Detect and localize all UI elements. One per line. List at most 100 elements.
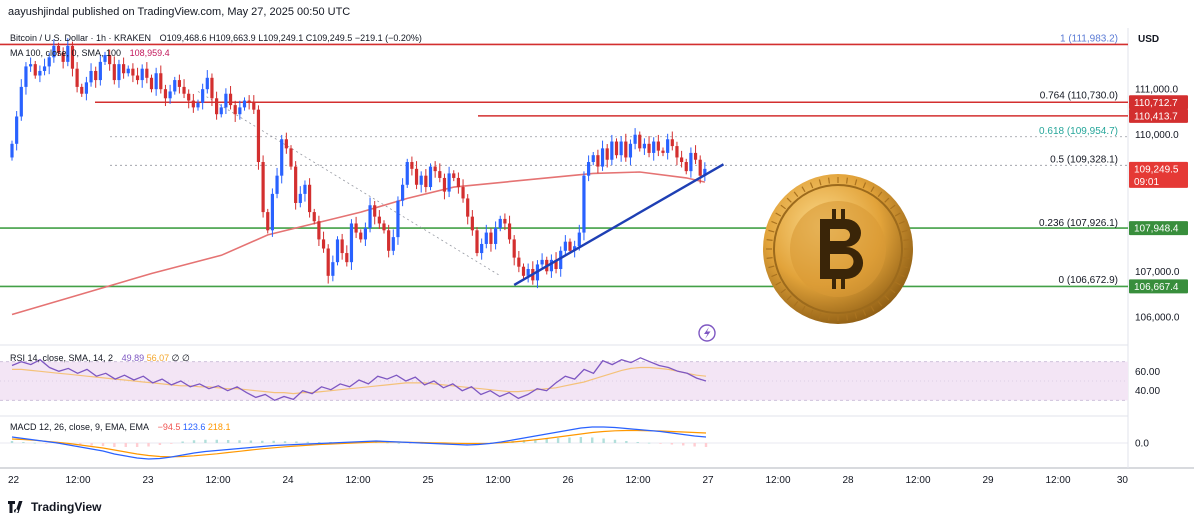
macd-histogram-bar: [261, 440, 264, 443]
candle-body: [335, 239, 340, 263]
price-tag: [1129, 279, 1188, 294]
flash-icon[interactable]: [698, 324, 716, 342]
candle-body: [559, 250, 563, 269]
candle-body: [498, 218, 502, 229]
coin-tick: [898, 220, 905, 225]
coin-tick: [889, 288, 896, 294]
candle-body: [145, 68, 149, 78]
coin-tick: [889, 204, 896, 210]
candle-body: [256, 109, 261, 163]
macd-histogram-bar: [568, 437, 571, 443]
macd-legend[interactable]: MACD 12, 26, close, 9, EMA, EMA −94.5 12…: [10, 423, 230, 432]
candle-body: [340, 239, 344, 254]
candle-body: [103, 55, 107, 62]
candle-body: [168, 91, 172, 99]
candle-body: [24, 66, 28, 87]
coin-tick: [775, 212, 782, 217]
candle-body: [684, 162, 688, 172]
candle-body: [210, 77, 214, 99]
candle-body: [428, 166, 433, 188]
macd-histogram-bar: [44, 443, 48, 444]
time-tick-label: 28: [842, 475, 854, 486]
coin-tick: [771, 220, 778, 225]
candle-body: [517, 257, 521, 267]
candle-body: [149, 77, 154, 90]
macd-histogram-bar: [101, 443, 105, 446]
macd-histogram-bar: [113, 443, 116, 447]
price-tag: [1129, 108, 1188, 123]
macd-histogram-bar: [579, 437, 583, 443]
price-tag-label: 106,667.4: [1134, 282, 1179, 293]
candle-body: [605, 148, 609, 160]
rsi-label: RSI 14, close, SMA, 14, 2: [10, 353, 114, 363]
candle-body: [215, 98, 219, 115]
candle-body: [98, 61, 102, 81]
candle-body: [391, 237, 395, 251]
macd-histogram-bar: [215, 439, 218, 443]
coin-tick: [854, 179, 858, 186]
time-tick-label: 25: [422, 475, 434, 486]
rsi-legend[interactable]: RSI 14, close, SMA, 14, 2 49.89 56.07 ∅ …: [10, 354, 190, 363]
candle-body: [56, 45, 61, 53]
candle-body: [182, 86, 186, 94]
price-tag-label: 110,712.7: [1134, 98, 1178, 109]
candle-body: [503, 218, 507, 224]
coin-inner-ring: [773, 184, 903, 314]
time-tick-label: 12:00: [205, 475, 230, 486]
coin-tick: [862, 309, 867, 316]
candle-body: [117, 64, 121, 81]
price-tag-label: 110,413.7: [1134, 111, 1178, 122]
macd-histogram-bar: [386, 442, 389, 444]
macd-histogram-bar: [636, 442, 639, 443]
moving-average-line: [11, 171, 706, 316]
macd-histogram-bar: [204, 439, 207, 443]
macd-histogram-bar: [22, 442, 25, 443]
time-tick-label: 24: [282, 475, 294, 486]
tradingview-brand[interactable]: TradingView: [8, 501, 101, 513]
candle-body: [638, 134, 642, 149]
time-axis[interactable]: 22 12:00 23 12:00 24 12:00 25 12:00 26 12:00 27 12:…: [8, 475, 1128, 486]
bullish-trendline: [513, 163, 725, 286]
symbol-title[interactable]: Bitcoin / U.S. Dollar · 1h · KRAKEN: [10, 33, 152, 43]
macd-histogram-bar: [283, 441, 287, 443]
price-axis[interactable]: 111,000.0 110,000.0 107,000.0 106,000.0 110,…: [1129, 85, 1188, 324]
candle-body: [540, 259, 544, 265]
macd-histogram-bar: [181, 441, 184, 443]
candle-body: [359, 232, 363, 240]
ohlc-change: −219.1 (−0.20%): [354, 33, 422, 43]
candle-body: [326, 248, 330, 276]
candle-body: [15, 116, 19, 144]
candle-body: [410, 162, 414, 169]
candle-body: [75, 68, 79, 87]
candle-body: [61, 52, 65, 62]
coin-tick: [828, 314, 830, 321]
time-tick-label: 23: [142, 475, 154, 486]
candle-body: [619, 141, 623, 156]
candle-body: [131, 68, 135, 76]
price-tick-label: 111,000.0: [1135, 85, 1178, 96]
coin-tick: [846, 314, 848, 321]
fib-label: 0 (106,672.9): [1059, 275, 1119, 286]
candle-body: [321, 239, 326, 249]
currency-label[interactable]: USD: [1138, 34, 1160, 45]
time-tick-label: 12:00: [345, 475, 370, 486]
candle-body: [10, 143, 14, 158]
candle-body: [414, 168, 419, 185]
fib-label: 0.5 (109,328.1): [1050, 154, 1118, 165]
macd-histogram-bar: [226, 440, 230, 443]
macd-tick-label: 0.0: [1135, 439, 1149, 450]
bitcoin-symbol: [820, 219, 864, 279]
macd-histogram-bar: [408, 443, 412, 444]
macd-histogram-bar: [33, 442, 36, 444]
candle-body: [354, 223, 358, 233]
candle-body: [573, 246, 577, 251]
macd-histogram-bar: [147, 443, 150, 447]
rsi-tick-label: 40.00: [1135, 386, 1160, 397]
candle-body: [614, 141, 619, 156]
ma-legend[interactable]: MA 100, close, 0, SMA, 100 108,959.4: [10, 49, 170, 58]
candle-body: [242, 100, 247, 108]
coin-tick: [903, 257, 910, 259]
fib-label: 0.764 (110,730.0): [1040, 90, 1118, 101]
coin-tick: [786, 295, 792, 301]
